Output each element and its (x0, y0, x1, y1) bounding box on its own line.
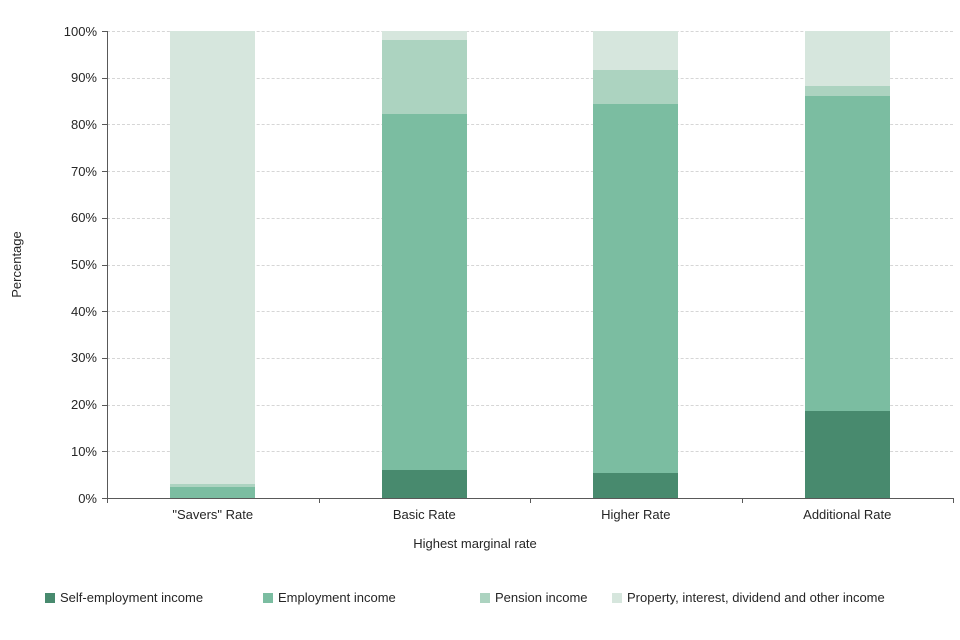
category-label: "Savers" Rate (172, 507, 254, 522)
x-tick-mark (953, 499, 954, 503)
bar-4 (804, 31, 890, 498)
y-tick-mark (102, 357, 107, 359)
bar-segment (593, 473, 679, 498)
legend-swatch-icon (263, 593, 273, 603)
legend-label: Property, interest, dividend and other i… (627, 590, 885, 605)
y-tick-label: 10% (70, 443, 97, 459)
y-tick-label: 30% (70, 350, 97, 366)
x-tick-mark (530, 499, 531, 503)
y-tick-label: 50% (70, 257, 97, 272)
y-tick-mark (102, 498, 107, 499)
y-tick-label: 20% (70, 397, 97, 413)
y-tick-mark (102, 217, 107, 219)
y-tick-mark (102, 311, 107, 313)
gridline (107, 171, 953, 173)
y-tick-label: 40% (70, 303, 97, 319)
legend-swatch-icon (45, 593, 55, 603)
y-tick-mark (102, 264, 107, 266)
category-label: Basic Rate (392, 507, 456, 522)
bar-segment (170, 486, 256, 498)
y-axis-title: Percentage (8, 231, 24, 298)
y-tick-mark (102, 31, 107, 32)
y-tick-mark (102, 171, 107, 173)
bar-segment (804, 85, 890, 97)
gridline (107, 77, 953, 79)
bar-segment (593, 31, 679, 71)
category-label: Additional Rate (803, 507, 892, 522)
legend-label: Self-employment income (60, 590, 204, 605)
bar-segment (381, 114, 467, 470)
gridline (107, 217, 953, 219)
x-tick-mark (741, 499, 743, 503)
y-tick-label: 70% (70, 163, 97, 179)
gridline (107, 357, 953, 359)
legend-item: Pension income (480, 591, 612, 605)
bar-segment (804, 410, 890, 498)
bar-2 (381, 31, 467, 498)
bar-segment (170, 483, 256, 487)
y-tick-label: 90% (70, 70, 97, 86)
y-tick-mark (102, 124, 107, 126)
x-axis-line (107, 498, 954, 499)
legend-swatch-icon (612, 593, 622, 603)
gridline (107, 264, 953, 266)
y-tick-mark (102, 77, 107, 79)
gridline (107, 124, 953, 126)
bar-segment (593, 70, 679, 105)
y-tick-mark (102, 404, 107, 406)
legend-item: Self-employment income (45, 591, 263, 605)
x-tick-mark (318, 499, 320, 503)
bar-segment (381, 469, 467, 498)
bar-1 (170, 31, 256, 498)
bar-3 (593, 31, 679, 498)
bar-segment (804, 31, 890, 86)
y-tick-mark (102, 451, 107, 453)
gridline (107, 451, 953, 453)
gridline (107, 404, 953, 406)
bar-segment (170, 31, 256, 484)
y-axis-line (107, 31, 108, 499)
bar-segment (381, 39, 467, 115)
legend-item: Employment income (263, 591, 480, 605)
gridline (107, 311, 953, 313)
y-tick-label: 60% (70, 210, 97, 226)
chart-legend: Self-employment income Employment income P… (45, 590, 945, 606)
bar-segment (381, 31, 467, 40)
bar-segment (593, 104, 679, 474)
legend-swatch-icon (480, 593, 490, 603)
bar-segment (804, 96, 890, 411)
x-tick-mark (107, 499, 108, 503)
legend-item: Property, interest, dividend and other i… (612, 591, 885, 605)
y-tick-label: 0% (78, 490, 97, 506)
legend-label: Pension income (495, 590, 588, 605)
y-tick-label: 100% (63, 23, 97, 39)
gridline (107, 31, 953, 32)
x-axis-title: Highest marginal rate (413, 536, 537, 551)
y-tick-label: 80% (70, 116, 97, 132)
category-label: Higher Rate (601, 507, 671, 522)
legend-label: Employment income (278, 590, 396, 605)
